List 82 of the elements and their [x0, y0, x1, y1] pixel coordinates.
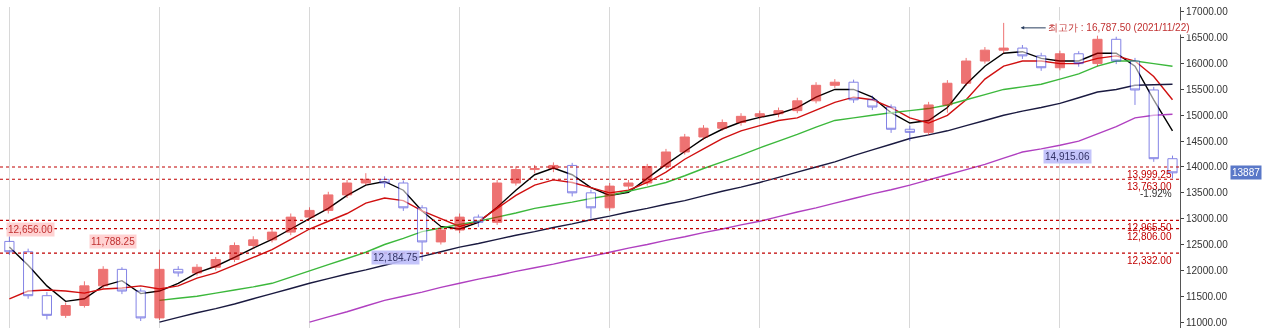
candlestick — [510, 165, 521, 187]
candlestick — [961, 57, 972, 87]
candlestick — [435, 226, 446, 246]
y-tick-label: 15500.00 — [1186, 83, 1229, 95]
candlestick — [735, 112, 747, 127]
candlestick — [567, 162, 578, 197]
candlestick — [904, 125, 915, 142]
candlestick — [585, 189, 597, 220]
candlestick — [660, 148, 672, 170]
candlestick — [1017, 44, 1028, 60]
candlestick — [79, 280, 90, 309]
candlestick — [604, 182, 615, 212]
candlestick — [116, 266, 128, 295]
y-tick-label: 15000.00 — [1186, 109, 1229, 121]
annotation: 12,184.75 — [373, 252, 418, 263]
candlestick — [886, 103, 897, 134]
y-tick-label: 13500.00 — [1186, 187, 1229, 199]
y-tick-label: 12000.00 — [1186, 264, 1229, 276]
text: 13887 — [1232, 167, 1261, 178]
candlestick — [398, 179, 409, 212]
y-tick-label: 13000.00 — [1186, 213, 1229, 225]
candlestick — [979, 46, 990, 65]
candlestick — [829, 78, 840, 89]
y-tick-label: 16000.00 — [1186, 58, 1229, 70]
candlestick — [191, 263, 203, 277]
candlestick — [1092, 35, 1103, 67]
candlestick — [210, 256, 221, 271]
candlestick — [1036, 52, 1047, 72]
annotation: 11,788.25 — [91, 236, 136, 247]
candlestick — [1111, 36, 1122, 65]
ref-line-label: 12,806.00 — [1127, 231, 1172, 242]
y-tick-label: 16500.00 — [1186, 32, 1229, 44]
candlestick — [623, 179, 634, 190]
candlestick — [454, 213, 465, 234]
y-tick-label: 14000.00 — [1186, 161, 1229, 173]
y-tick-label: 11500.00 — [1186, 290, 1228, 302]
candlestick — [304, 206, 315, 221]
candlestick — [698, 124, 709, 141]
candlestick — [248, 235, 259, 250]
ref-line-label: 13,999.25 — [1127, 169, 1172, 180]
y-tick-label: 17000.00 — [1186, 6, 1229, 18]
y-tick-label: 14500.00 — [1186, 135, 1229, 147]
candlestick — [848, 79, 859, 104]
line-series — [308, 113, 1174, 323]
candlestick — [98, 265, 109, 289]
candlestick — [323, 191, 334, 214]
candlestick — [1148, 86, 1159, 163]
candlestick — [1073, 50, 1084, 68]
candlestick — [492, 179, 503, 226]
line-series — [158, 60, 1174, 302]
candlestick — [810, 81, 822, 104]
ref-line-label: 12,965.50 — [1127, 222, 1172, 233]
candlestick — [417, 204, 428, 262]
candlestick — [266, 228, 278, 243]
candlestick — [4, 235, 15, 256]
candlestick — [341, 179, 353, 199]
ref-line-label: 12,332.00 — [1127, 255, 1172, 266]
annotation: 최고가 : 16,787.50 (2021/11/22) — [1048, 22, 1190, 33]
candlestick — [867, 95, 878, 111]
candlestick — [173, 265, 184, 278]
candlestick — [135, 287, 146, 322]
candlestick — [717, 118, 728, 132]
annotation: 14,915.06 — [1045, 151, 1090, 162]
y-tick-label: 12500.00 — [1186, 239, 1229, 251]
candlestick — [923, 101, 934, 136]
candlestick — [754, 110, 765, 120]
candlestick — [229, 241, 240, 263]
candlestick — [998, 22, 1009, 54]
candlestick — [1129, 57, 1141, 106]
candlestick — [679, 133, 690, 156]
line-series — [158, 83, 1174, 323]
candlestick — [60, 301, 71, 319]
candlestick — [23, 248, 34, 300]
candlestick — [942, 79, 953, 114]
candlestick — [1054, 50, 1066, 71]
candlestick — [41, 291, 52, 320]
candlestick — [773, 107, 784, 118]
candlestick — [792, 97, 803, 114]
annotation: 12,656.00 — [8, 224, 53, 235]
y-tick-label: 11000.00 — [1186, 316, 1228, 328]
candlestick — [154, 249, 165, 321]
candlestick — [285, 213, 296, 236]
